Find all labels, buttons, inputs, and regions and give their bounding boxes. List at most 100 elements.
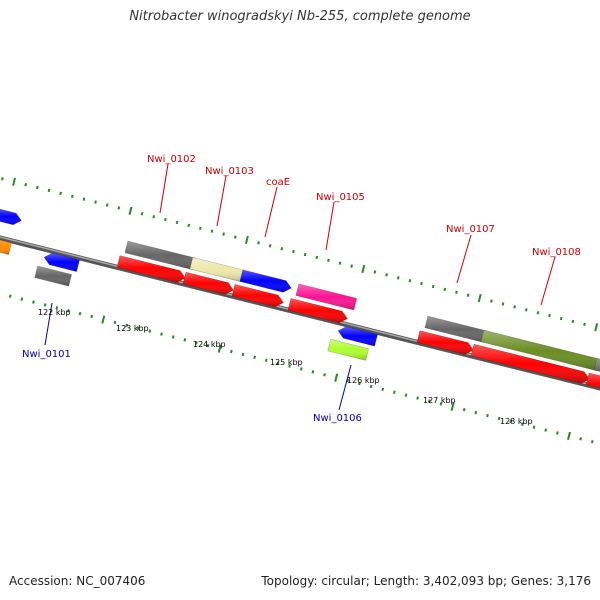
feature-next-cds — [585, 372, 600, 389]
outer-tick — [524, 308, 528, 312]
label-leaders — [44, 163, 556, 411]
inner-tick — [253, 355, 256, 360]
gene-label-nwi-0101[interactable]: Nwi_0101 — [22, 349, 71, 360]
outer-tick — [594, 323, 599, 332]
inner-tick — [369, 384, 373, 389]
outer-tick — [244, 235, 249, 245]
outer-tick — [12, 177, 17, 186]
outer-tick — [350, 264, 354, 268]
gene-label-nwi-0106[interactable]: Nwi_0106 — [313, 413, 362, 424]
inner-tick — [113, 320, 117, 325]
inner-tick — [381, 387, 385, 392]
outer-tick — [385, 273, 388, 277]
outer-tick — [373, 270, 377, 274]
inner-tick — [323, 373, 326, 377]
outer-tick — [431, 284, 435, 289]
outer-tick — [59, 191, 62, 196]
gene-label-nwi-0105[interactable]: Nwi_0105 — [316, 192, 365, 203]
gene-label-nwi-0102[interactable]: Nwi_0102 — [147, 154, 196, 165]
outer-tick — [396, 276, 400, 280]
leader-nwi-0105 — [325, 201, 335, 251]
feature-edge-orange — [0, 239, 12, 255]
outer-tick — [455, 290, 458, 295]
inner-tick — [136, 326, 140, 330]
inner-tick — [439, 402, 443, 406]
inner-tick — [8, 294, 12, 298]
inner-tick — [20, 297, 24, 301]
map-title: Nitrobacter winogradskyi Nb-255, complet… — [129, 9, 471, 24]
outer-tick-ring — [1, 177, 599, 332]
outer-tick — [559, 316, 563, 321]
inner-tick — [276, 361, 280, 365]
accession-text: Accession: NC_007406 — [9, 574, 146, 588]
gene-label-nwi-0103[interactable]: Nwi_0103 — [205, 166, 254, 177]
inner-tick — [416, 396, 419, 400]
feature-nwi-0107-cds — [416, 330, 474, 355]
outer-tick — [47, 188, 51, 193]
outer-tick — [257, 241, 260, 245]
inner-tick-ring — [8, 294, 594, 444]
gene-label-coae[interactable]: coaE — [266, 177, 290, 188]
inner-tick — [556, 431, 559, 435]
inner-tick — [544, 428, 548, 432]
inner-tick — [579, 437, 582, 441]
inner-tick — [532, 425, 536, 429]
inner-tick — [497, 416, 501, 421]
feature-edge-gene — [0, 208, 22, 226]
inner-tick — [183, 338, 187, 342]
inner-tick — [78, 311, 82, 316]
outer-tick — [164, 217, 167, 222]
outer-tick — [199, 226, 202, 230]
feature-nwi-0101-gene — [34, 265, 72, 287]
gene-label-nwi-0108[interactable]: Nwi_0108 — [532, 247, 581, 258]
outer-tick — [361, 264, 366, 274]
inner-tick — [462, 408, 466, 412]
inner-tick — [450, 402, 455, 411]
leader-coae — [264, 186, 278, 238]
inner-tick — [509, 419, 513, 424]
feature-nwi-0105-cds — [287, 297, 348, 324]
outer-tick — [315, 255, 319, 260]
outer-tick — [571, 319, 575, 324]
outer-tick — [187, 223, 191, 228]
inner-tick — [230, 349, 233, 354]
inner-tick — [404, 393, 408, 397]
inner-tick — [43, 303, 47, 307]
inner-tick — [32, 300, 35, 304]
outer-tick — [408, 278, 412, 283]
outer-tick — [82, 197, 86, 201]
feature-nwi-0106-gene — [327, 338, 369, 361]
outer-tick — [303, 252, 307, 257]
inner-tick — [288, 364, 291, 368]
feature-coae-gene — [239, 269, 292, 293]
inner-tick — [67, 309, 70, 313]
outer-tick — [210, 229, 214, 233]
outer-tick — [152, 214, 156, 219]
outer-tick — [233, 235, 237, 239]
leader-nwi-0101 — [44, 302, 53, 346]
outer-tick — [513, 305, 516, 309]
inner-tick — [427, 399, 431, 403]
inner-tick — [125, 323, 128, 328]
outer-tick — [477, 294, 482, 303]
leader-nwi-0108 — [540, 256, 556, 306]
inner-tick — [393, 390, 396, 394]
inner-tick — [346, 378, 350, 383]
inner-tick — [195, 341, 198, 345]
outer-tick — [24, 182, 28, 187]
leader-nwi-0106 — [338, 364, 352, 411]
outer-tick — [327, 258, 330, 263]
feature-nwi-0103-cds — [182, 271, 234, 295]
outer-tick — [117, 206, 121, 210]
outer-tick — [1, 177, 4, 181]
feature-nwi-0101-cds — [43, 252, 80, 272]
outer-tick — [583, 322, 586, 327]
feature-tracks — [0, 208, 600, 389]
outer-tick — [36, 185, 39, 190]
inner-tick — [264, 358, 268, 362]
inner-tick — [206, 343, 210, 348]
inner-tick — [486, 413, 489, 418]
gene-label-nwi-0107[interactable]: Nwi_0107 — [446, 224, 495, 235]
inner-tick — [299, 367, 303, 371]
